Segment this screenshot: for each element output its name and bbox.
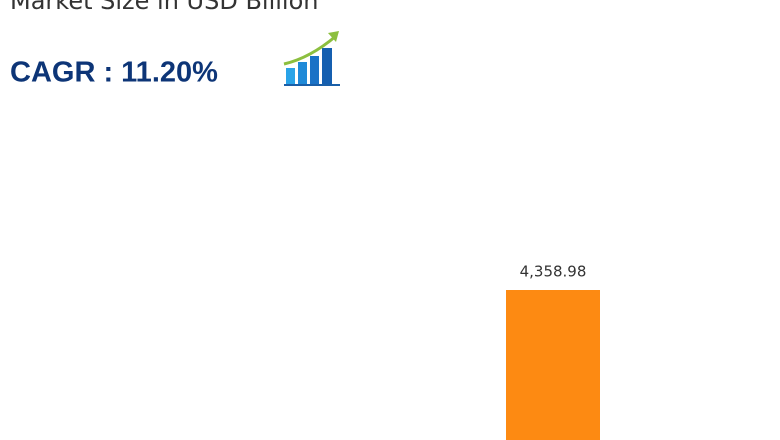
growth-icon (283, 31, 340, 86)
chart-title: Market Size in USD Billion (10, 0, 318, 15)
cagr-text: CAGR : 11.20% (10, 57, 218, 89)
bar (506, 290, 600, 440)
value-label: 4,358.98 (520, 263, 587, 281)
